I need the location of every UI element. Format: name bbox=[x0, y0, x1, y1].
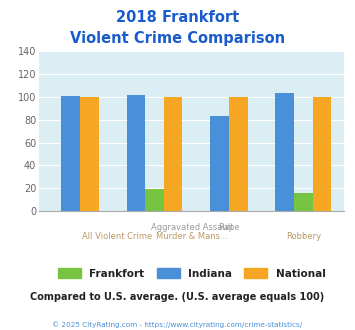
Text: Aggravated Assault: Aggravated Assault bbox=[151, 223, 233, 232]
Bar bbox=[294, 193, 313, 211]
Bar bbox=[80, 97, 99, 211]
Text: Compared to U.S. average. (U.S. average equals 100): Compared to U.S. average. (U.S. average … bbox=[31, 292, 324, 302]
Bar bbox=[313, 97, 331, 211]
Text: Violent Crime Comparison: Violent Crime Comparison bbox=[70, 31, 285, 46]
Text: 2018 Frankfort: 2018 Frankfort bbox=[116, 10, 239, 25]
Text: Rape: Rape bbox=[218, 223, 240, 232]
Text: Robbery: Robbery bbox=[286, 232, 321, 241]
Text: All Violent Crime: All Violent Crime bbox=[82, 232, 152, 241]
Bar bbox=[61, 96, 80, 211]
Bar bbox=[145, 189, 164, 211]
Text: Murder & Mans...: Murder & Mans... bbox=[156, 232, 228, 241]
Bar bbox=[126, 95, 145, 211]
Bar bbox=[164, 97, 182, 211]
Text: © 2025 CityRating.com - https://www.cityrating.com/crime-statistics/: © 2025 CityRating.com - https://www.city… bbox=[53, 322, 302, 328]
Bar bbox=[275, 93, 294, 211]
Bar bbox=[210, 116, 229, 211]
Bar bbox=[229, 97, 247, 211]
Legend: Frankfort, Indiana, National: Frankfort, Indiana, National bbox=[54, 264, 330, 283]
